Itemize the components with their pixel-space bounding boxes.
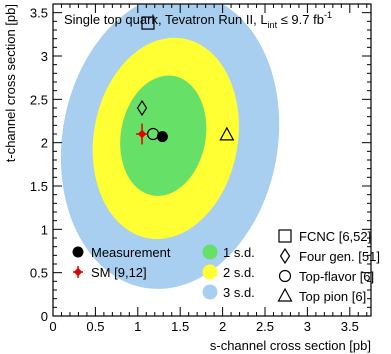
y-tick-label: 2 (41, 136, 48, 151)
legend-sm-marker (73, 266, 83, 278)
y-tick-label: 0.5 (30, 266, 48, 281)
legend-contour-swatch (202, 264, 218, 280)
legend-square-marker (278, 229, 292, 243)
measurement-point (156, 131, 168, 143)
x-axis-label: s-channel cross section [pb] (210, 338, 371, 353)
legend-triangle-marker (277, 287, 293, 302)
legend: Measurement SM [9,12] 1 s.d. 2 s.d. 3 s.d. FC… (72, 229, 380, 304)
x-tick-label: 3.5 (341, 319, 359, 334)
x-tick-label: 1.5 (171, 319, 189, 334)
point-square (141, 16, 155, 30)
y-tick-label: 0 (41, 309, 48, 324)
y-axis-label: t-channel cross section [pb] (3, 4, 18, 162)
legend-prediction-label: Four gen. [51] (299, 249, 380, 264)
legend-measurement-marker (72, 246, 84, 258)
chart-title: Single top quark, Tevatron Run II, Lint … (64, 10, 332, 30)
legend-diamond-marker (279, 247, 291, 265)
legend-prediction-label: Top pion [6] (299, 289, 366, 304)
x-tick-label: 3 (304, 319, 311, 334)
title-tail: ≤ 9.7 fb (277, 12, 324, 27)
x-tick-label: 0.5 (86, 319, 104, 334)
legend-contour-label: 3 s.d. (223, 285, 255, 300)
y-tick-label: 1 (41, 222, 48, 237)
legend-contour-label: 1 s.d. (223, 245, 255, 260)
contour-group (60, 4, 280, 289)
title-superscript: -1 (324, 10, 332, 20)
legend-circle-marker (278, 269, 292, 283)
x-tick-label: 1 (134, 319, 141, 334)
legend-contour-swatch (202, 244, 218, 260)
x-tick-label: 2 (219, 319, 226, 334)
sm-point (137, 129, 147, 139)
point-triangle (219, 126, 235, 141)
marker-group (136, 16, 235, 145)
title-subscript: int (268, 20, 278, 30)
x-tick-label: 2.5 (256, 319, 274, 334)
legend-prediction-label: Top-flavor [6] (299, 269, 374, 284)
y-tick-label: 3.5 (30, 6, 48, 21)
y-tick-label: 3 (41, 49, 48, 64)
y-tick-label: 1.5 (30, 179, 48, 194)
y-tick-label: 2.5 (30, 92, 48, 107)
point-diamond (136, 99, 148, 117)
sm-point (73, 267, 83, 277)
legend-contour-swatch (202, 284, 218, 300)
legend-sm-label: SM [9,12] (91, 265, 147, 280)
legend-measurement-label: Measurement (91, 245, 171, 260)
legend-contour-label: 2 s.d. (223, 265, 255, 280)
x-tick-label: 0 (49, 319, 56, 334)
sm-marker (136, 123, 148, 145)
axis-ticks: 0 0.5 1 1.5 2 2.5 3 3.5 0 0.5 1 1.5 2 2.5 3 3.5 (30, 3, 371, 334)
legend-prediction-label: FCNC [6,52] (299, 229, 371, 244)
